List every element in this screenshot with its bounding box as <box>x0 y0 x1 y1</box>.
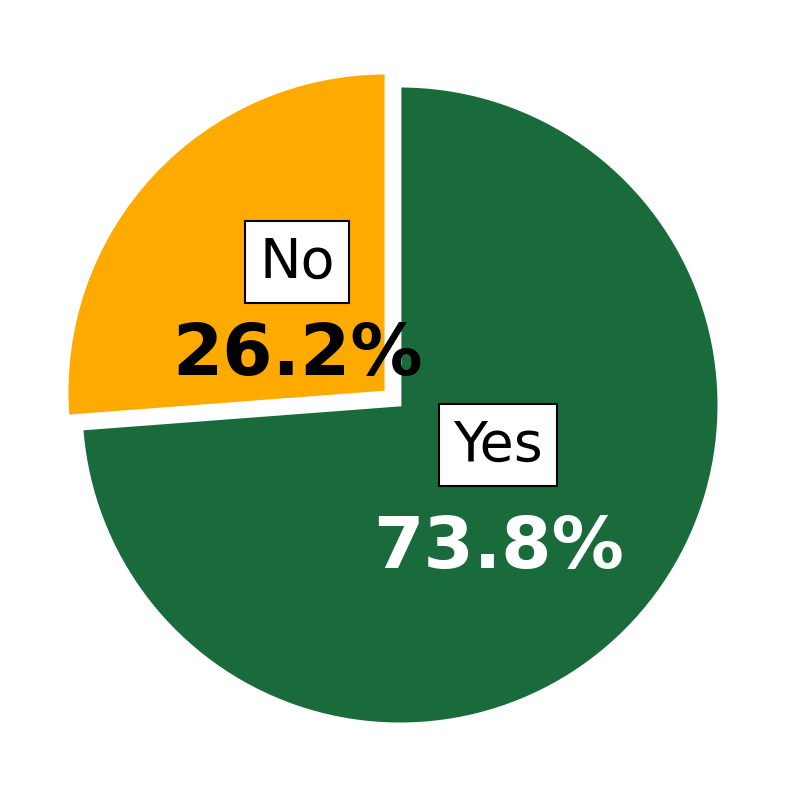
Text: No: No <box>259 235 335 290</box>
Text: 73.8%: 73.8% <box>373 513 624 581</box>
Text: 26.2%: 26.2% <box>172 320 422 389</box>
Wedge shape <box>82 87 719 724</box>
Text: Yes: Yes <box>454 418 543 473</box>
Wedge shape <box>67 74 386 417</box>
